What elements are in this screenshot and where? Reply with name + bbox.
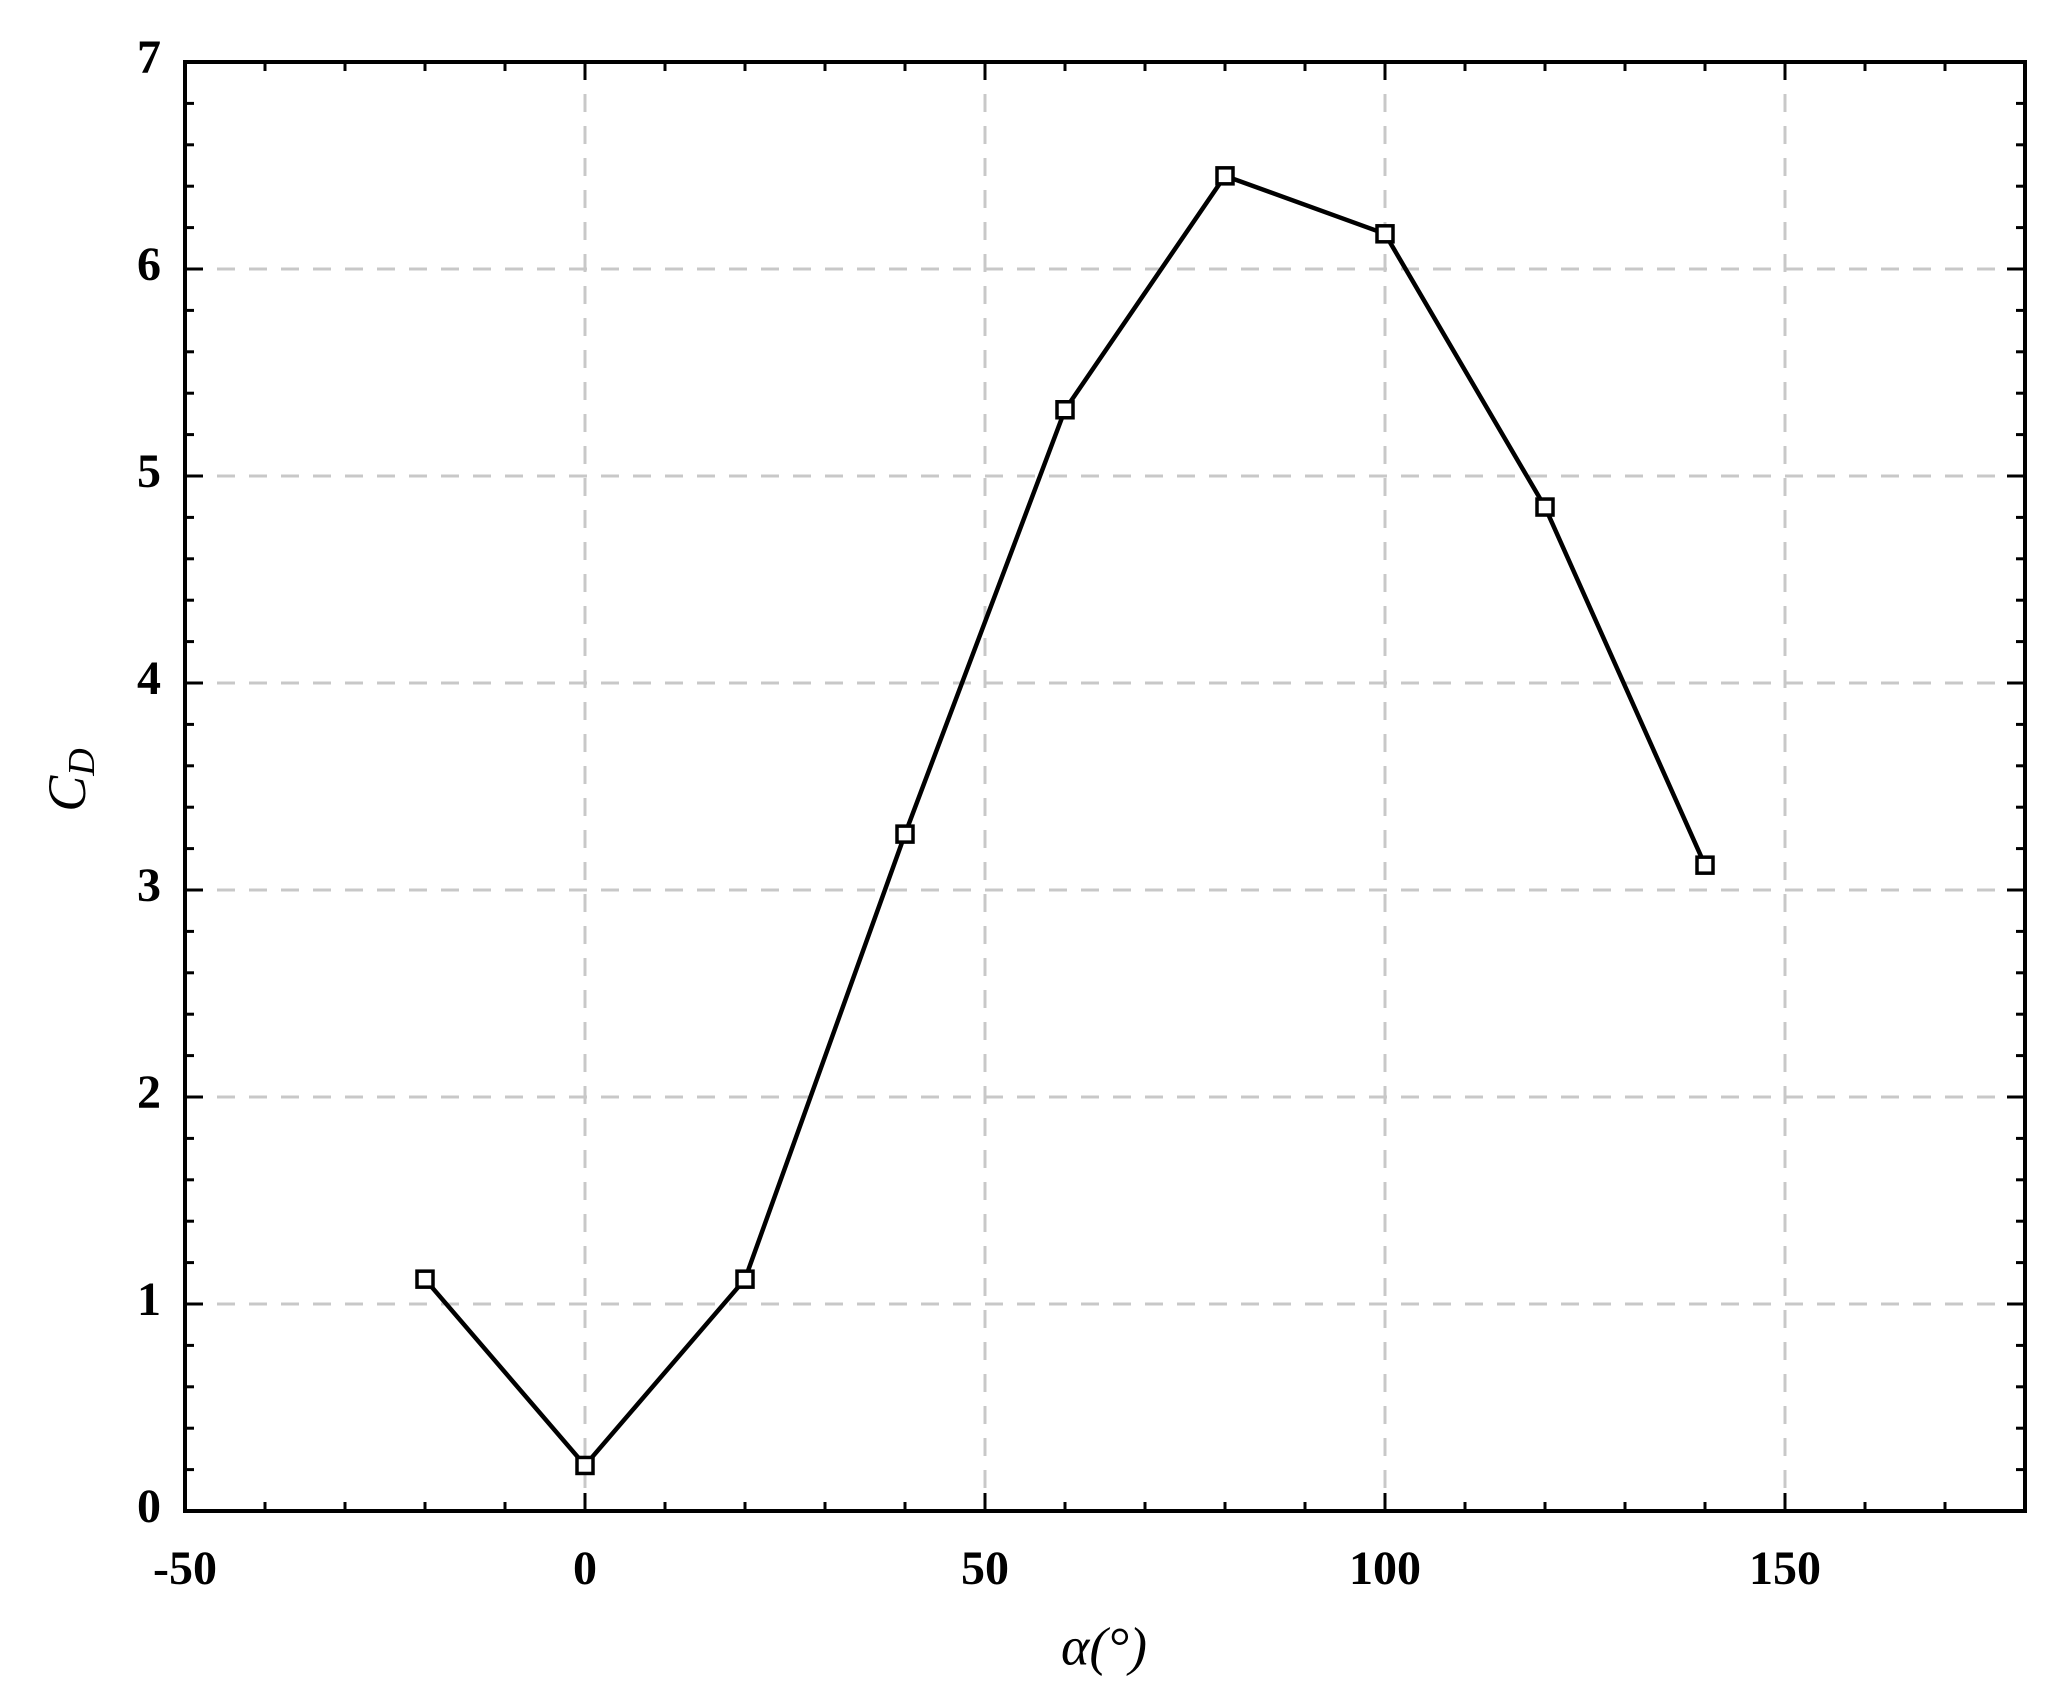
y-tick-label: 7: [137, 31, 161, 84]
x-tick-label: 150: [1749, 1542, 1821, 1595]
data-marker: [1055, 400, 1075, 420]
y-axis-label: CD: [37, 748, 102, 811]
data-marker: [1375, 224, 1395, 244]
x-axis-label: α(°): [1061, 1616, 1147, 1676]
y-tick-label: 0: [137, 1480, 161, 1533]
data-line: [423, 173, 1708, 1468]
data-marker: [1215, 166, 1235, 186]
data-marker: [735, 1269, 755, 1289]
plot-frame: [183, 60, 2027, 1513]
x-tick-label: -50: [153, 1542, 217, 1595]
x-tick-label: 0: [573, 1542, 597, 1595]
data-marker: [415, 1269, 435, 1289]
y-axis-label-subscript: D: [61, 748, 103, 776]
y-axis-label-main: C: [37, 775, 97, 812]
y-tick-label: 3: [137, 859, 161, 912]
x-tick-label: 100: [1349, 1542, 1421, 1595]
data-marker: [1695, 855, 1715, 875]
data-marker: [575, 1455, 595, 1476]
y-tick-label: 1: [137, 1273, 161, 1326]
data-marker: [895, 824, 915, 844]
y-tick-label: 2: [137, 1066, 161, 1119]
x-tick-label: 50: [961, 1542, 1009, 1595]
y-tick-label: 5: [137, 445, 161, 498]
y-tick-label: 4: [137, 652, 161, 705]
data-marker: [1535, 497, 1555, 517]
y-tick-label: 6: [137, 238, 161, 291]
